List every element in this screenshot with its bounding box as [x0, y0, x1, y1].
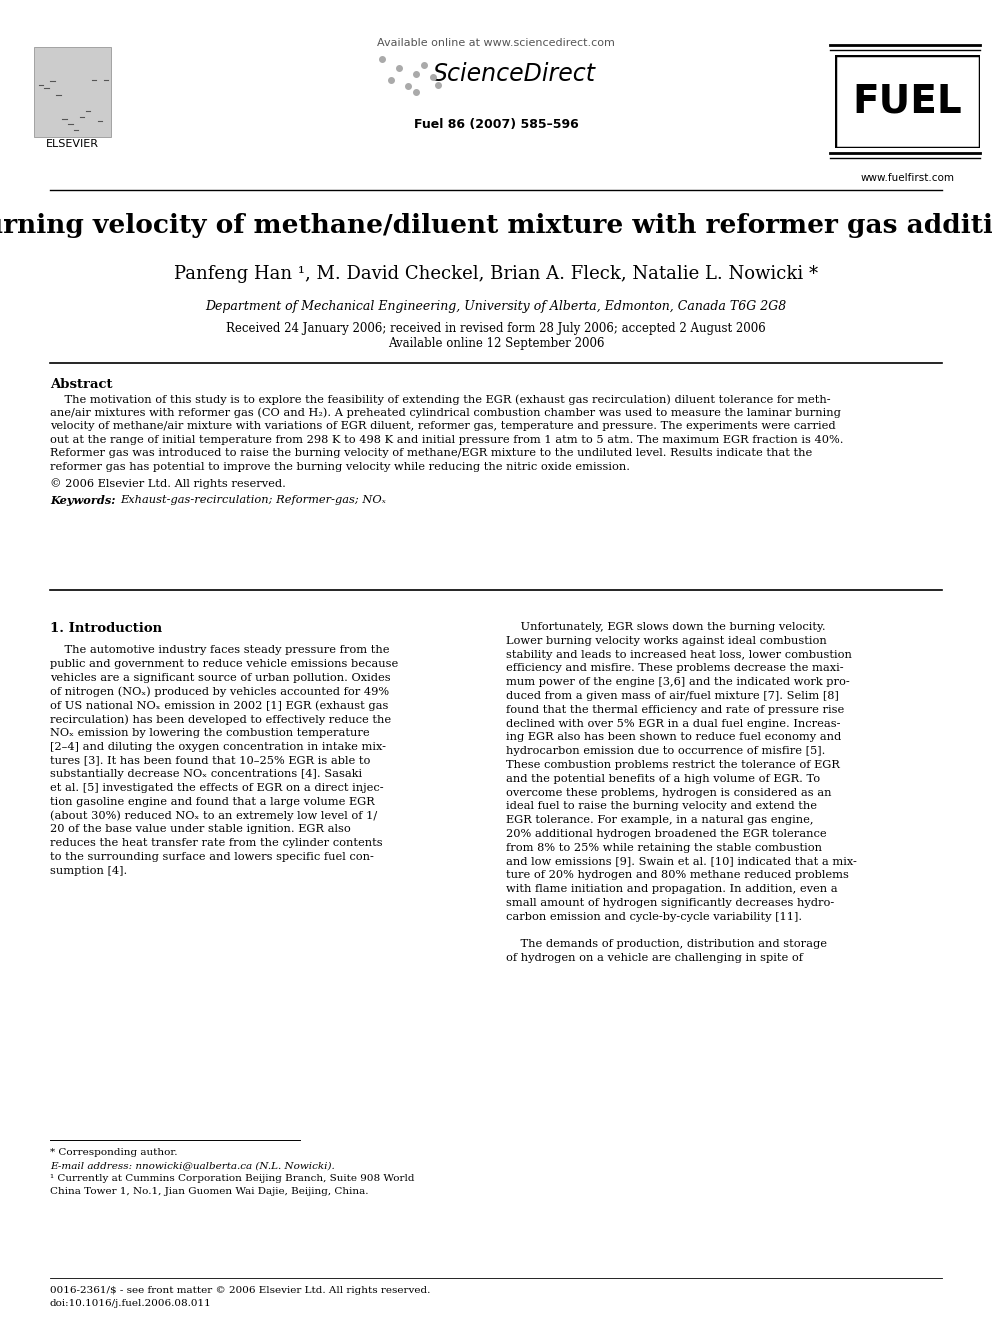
Text: The automotive industry faces steady pressure from the: The automotive industry faces steady pre…: [50, 646, 390, 655]
Text: ideal fuel to raise the burning velocity and extend the: ideal fuel to raise the burning velocity…: [506, 802, 817, 811]
Text: Panfeng Han ¹, M. David Checkel, Brian A. Fleck, Natalie L. Nowicki *: Panfeng Han ¹, M. David Checkel, Brian A…: [174, 265, 818, 283]
Text: Exhaust-gas-recirculation; Reformer-gas; NOₓ: Exhaust-gas-recirculation; Reformer-gas;…: [120, 495, 386, 505]
Text: China Tower 1, No.1, Jian Guomen Wai Dajie, Beijing, China.: China Tower 1, No.1, Jian Guomen Wai Daj…: [50, 1187, 368, 1196]
Text: doi:10.1016/j.fuel.2006.08.011: doi:10.1016/j.fuel.2006.08.011: [50, 1299, 211, 1308]
Text: sumption [4].: sumption [4].: [50, 865, 127, 876]
Text: EGR tolerance. For example, in a natural gas engine,: EGR tolerance. For example, in a natural…: [506, 815, 813, 826]
Text: 0016-2361/$ - see front matter © 2006 Elsevier Ltd. All rights reserved.: 0016-2361/$ - see front matter © 2006 El…: [50, 1286, 431, 1295]
Text: [2–4] and diluting the oxygen concentration in intake mix-: [2–4] and diluting the oxygen concentrat…: [50, 742, 386, 751]
Text: duced from a given mass of air/fuel mixture [7]. Selim [8]: duced from a given mass of air/fuel mixt…: [506, 691, 839, 701]
Text: Fuel 86 (2007) 585–596: Fuel 86 (2007) 585–596: [414, 118, 578, 131]
Text: Lower burning velocity works against ideal combustion: Lower burning velocity works against ide…: [506, 636, 826, 646]
Text: and low emissions [9]. Swain et al. [10] indicated that a mix-: and low emissions [9]. Swain et al. [10]…: [506, 856, 857, 867]
Text: public and government to reduce vehicle emissions because: public and government to reduce vehicle …: [50, 659, 398, 669]
Text: and the potential benefits of a high volume of EGR. To: and the potential benefits of a high vol…: [506, 774, 820, 783]
Text: Unfortunately, EGR slows down the burning velocity.: Unfortunately, EGR slows down the burnin…: [506, 622, 825, 632]
Text: ScienceDirect: ScienceDirect: [433, 62, 595, 86]
Text: substantially decrease NOₓ concentrations [4]. Sasaki: substantially decrease NOₓ concentration…: [50, 769, 362, 779]
Text: These combustion problems restrict the tolerance of EGR: These combustion problems restrict the t…: [506, 759, 840, 770]
Text: Keywords:: Keywords:: [50, 495, 115, 505]
Text: * Corresponding author.: * Corresponding author.: [50, 1148, 178, 1158]
Text: small amount of hydrogen significantly decreases hydro-: small amount of hydrogen significantly d…: [506, 898, 834, 908]
Text: of nitrogen (NOₓ) produced by vehicles accounted for 49%: of nitrogen (NOₓ) produced by vehicles a…: [50, 687, 389, 697]
Text: with flame initiation and propagation. In addition, even a: with flame initiation and propagation. I…: [506, 884, 837, 894]
Text: hydrocarbon emission due to occurrence of misfire [5].: hydrocarbon emission due to occurrence o…: [506, 746, 825, 757]
Text: mum power of the engine [3,6] and the indicated work pro-: mum power of the engine [3,6] and the in…: [506, 677, 850, 687]
Text: recirculation) has been developed to effectively reduce the: recirculation) has been developed to eff…: [50, 714, 391, 725]
Text: out at the range of initial temperature from 298 K to 498 K and initial pressure: out at the range of initial temperature …: [50, 434, 843, 445]
Text: et al. [5] investigated the effects of EGR on a direct injec-: et al. [5] investigated the effects of E…: [50, 783, 384, 792]
Text: ture of 20% hydrogen and 80% methane reduced problems: ture of 20% hydrogen and 80% methane red…: [506, 871, 849, 880]
Text: velocity of methane/air mixture with variations of EGR diluent, reformer gas, te: velocity of methane/air mixture with var…: [50, 421, 835, 431]
Bar: [35, 48, 111, 138]
Text: E-mail address: nnowicki@ualberta.ca (N.L. Nowicki).: E-mail address: nnowicki@ualberta.ca (N.…: [50, 1162, 334, 1170]
Text: vehicles are a significant source of urban pollution. Oxides: vehicles are a significant source of urb…: [50, 672, 391, 683]
Text: tion gasoline engine and found that a large volume EGR: tion gasoline engine and found that a la…: [50, 796, 375, 807]
Text: Available online 12 September 2006: Available online 12 September 2006: [388, 337, 604, 351]
Text: ELSEVIER: ELSEVIER: [46, 139, 99, 149]
Text: efficiency and misfire. These problems decrease the maxi-: efficiency and misfire. These problems d…: [506, 663, 843, 673]
Text: ¹ Currently at Cummins Corporation Beijing Branch, Suite 908 World: ¹ Currently at Cummins Corporation Beiji…: [50, 1174, 415, 1183]
Text: tures [3]. It has been found that 10–25% EGR is able to: tures [3]. It has been found that 10–25%…: [50, 755, 370, 766]
Text: The demands of production, distribution and storage: The demands of production, distribution …: [506, 939, 827, 950]
Text: Available online at www.sciencedirect.com: Available online at www.sciencedirect.co…: [377, 38, 615, 48]
Text: declined with over 5% EGR in a dual fuel engine. Increas-: declined with over 5% EGR in a dual fuel…: [506, 718, 840, 729]
Text: Burning velocity of methane/diluent mixture with reformer gas addition: Burning velocity of methane/diluent mixt…: [0, 213, 992, 238]
Text: NOₓ emission by lowering the combustion temperature: NOₓ emission by lowering the combustion …: [50, 728, 370, 738]
Text: carbon emission and cycle-by-cycle variability [11].: carbon emission and cycle-by-cycle varia…: [506, 912, 803, 922]
Text: Department of Mechanical Engineering, University of Alberta, Edmonton, Canada T6: Department of Mechanical Engineering, Un…: [205, 300, 787, 314]
Text: ane/air mixtures with reformer gas (CO and H₂). A preheated cylindrical combusti: ane/air mixtures with reformer gas (CO a…: [50, 407, 841, 418]
Text: to the surrounding surface and lowers specific fuel con-: to the surrounding surface and lowers sp…: [50, 852, 374, 863]
Text: © 2006 Elsevier Ltd. All rights reserved.: © 2006 Elsevier Ltd. All rights reserved…: [50, 478, 286, 488]
Text: The motivation of this study is to explore the feasibility of extending the EGR : The motivation of this study is to explo…: [50, 394, 830, 405]
Text: reformer gas has potential to improve the burning velocity while reducing the ni: reformer gas has potential to improve th…: [50, 462, 630, 471]
Text: reduces the heat transfer rate from the cylinder contents: reduces the heat transfer rate from the …: [50, 839, 383, 848]
Text: ing EGR also has been shown to reduce fuel economy and: ing EGR also has been shown to reduce fu…: [506, 733, 841, 742]
Text: 1. Introduction: 1. Introduction: [50, 622, 162, 635]
Text: 20 of the base value under stable ignition. EGR also: 20 of the base value under stable igniti…: [50, 824, 351, 835]
Text: overcome these problems, hydrogen is considered as an: overcome these problems, hydrogen is con…: [506, 787, 831, 798]
Text: stability and leads to increased heat loss, lower combustion: stability and leads to increased heat lo…: [506, 650, 852, 660]
Text: FUEL: FUEL: [853, 82, 962, 120]
Text: Reformer gas was introduced to raise the burning velocity of methane/EGR mixture: Reformer gas was introduced to raise the…: [50, 448, 812, 458]
Text: Received 24 January 2006; received in revised form 28 July 2006; accepted 2 Augu: Received 24 January 2006; received in re…: [226, 321, 766, 335]
Text: www.fuelfirst.com: www.fuelfirst.com: [861, 173, 955, 183]
Text: from 8% to 25% while retaining the stable combustion: from 8% to 25% while retaining the stabl…: [506, 843, 822, 853]
Text: found that the thermal efficiency and rate of pressure rise: found that the thermal efficiency and ra…: [506, 705, 844, 714]
Text: Abstract: Abstract: [50, 378, 112, 392]
Text: 20% additional hydrogen broadened the EGR tolerance: 20% additional hydrogen broadened the EG…: [506, 830, 826, 839]
Text: of hydrogen on a vehicle are challenging in spite of: of hydrogen on a vehicle are challenging…: [506, 953, 803, 963]
Text: of US national NOₓ emission in 2002 [1] EGR (exhaust gas: of US national NOₓ emission in 2002 [1] …: [50, 700, 389, 710]
Text: (about 30%) reduced NOₓ to an extremely low level of 1/: (about 30%) reduced NOₓ to an extremely …: [50, 811, 377, 822]
